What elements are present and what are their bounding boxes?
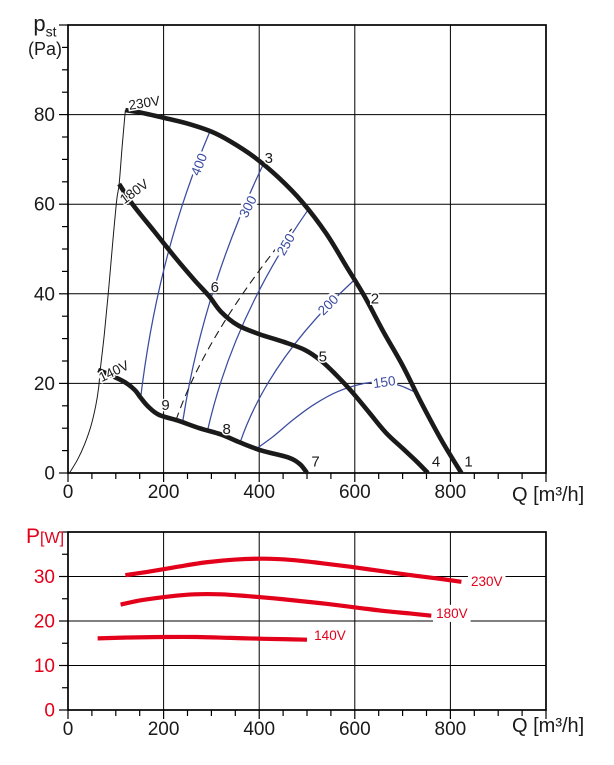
constant-value-line-400 bbox=[140, 132, 211, 398]
static-pressure-vs-flow-curve-140v bbox=[97, 367, 309, 475]
static-pressure-vs-flow-tick-label-y: 80 bbox=[34, 105, 55, 126]
power-vs-flow-tick-label-y: 10 bbox=[34, 656, 55, 677]
constant-value-label-150: 150 bbox=[372, 373, 396, 391]
operating-point-label-8: 8 bbox=[223, 421, 231, 438]
curve-label-230v: 230V bbox=[128, 93, 161, 113]
power-vs-flow-tick-label-x: 400 bbox=[243, 719, 275, 740]
power-vs-flow-series-label-180v: 180V bbox=[436, 606, 468, 621]
static-pressure-vs-flow-plot-border bbox=[67, 24, 547, 474]
power-vs-flow-tick-label-x: 200 bbox=[148, 719, 180, 740]
power-vs-flow-curve-180v bbox=[120, 591, 432, 618]
power-vs-flow-curve-140v bbox=[97, 634, 308, 642]
power-vs-flow-series-label-bg bbox=[467, 572, 506, 590]
static-pressure-vs-flow-curve-180v bbox=[117, 182, 430, 475]
operating-point-label-9: 9 bbox=[161, 397, 169, 414]
power-unit: [W] bbox=[40, 530, 65, 547]
pressure-axis-title: pst (Pa) bbox=[22, 11, 68, 59]
power-vs-flow-tick-label-x: 800 bbox=[435, 719, 467, 740]
operating-range-boundary-curve bbox=[69, 110, 126, 474]
operating-point-label-6: 6 bbox=[211, 279, 219, 296]
constant-value-label-300: 300 bbox=[236, 193, 260, 220]
power-vs-flow-tick-label-y: 20 bbox=[34, 612, 55, 633]
power-vs-flow-tick-label-x: 0 bbox=[63, 719, 74, 740]
constant-value-line-150 bbox=[255, 381, 416, 450]
constant-value-label-250: 250 bbox=[274, 231, 298, 258]
power-symbol: P bbox=[26, 525, 41, 548]
constant-value-label-400: 400 bbox=[188, 151, 210, 178]
static-pressure-vs-flow-tick-label-y: 20 bbox=[34, 374, 55, 395]
operating-point-label-2: 2 bbox=[371, 290, 379, 307]
static-pressure-vs-flow-tick-label-y: 0 bbox=[44, 464, 55, 485]
pressure-unit: (Pa) bbox=[27, 38, 62, 59]
flow-axis-title-top: Q [m³/h] bbox=[512, 484, 585, 506]
constant-value-line-250 bbox=[206, 208, 310, 431]
operating-point-label-4: 4 bbox=[432, 453, 440, 470]
constant-value-line-200 bbox=[239, 279, 355, 443]
power-vs-flow-tick-label-y: 30 bbox=[34, 567, 55, 588]
power-axis-title: P[W] bbox=[26, 526, 64, 547]
operating-point-label-1: 1 bbox=[464, 453, 472, 470]
curve-label-180v: 180V bbox=[117, 176, 151, 207]
pressure-symbol: p bbox=[33, 11, 46, 36]
operating-point-label-7: 7 bbox=[311, 453, 319, 470]
static-pressure-vs-flow-tick-label-x: 0 bbox=[63, 482, 74, 503]
static-pressure-vs-flow-tick-label-x: 800 bbox=[435, 482, 467, 503]
static-pressure-vs-flow-tick-label-x: 200 bbox=[148, 482, 180, 503]
pressure-symbol-subscript: st bbox=[45, 23, 57, 40]
power-vs-flow-series-label-140v: 140V bbox=[314, 628, 346, 643]
operating-point-label-3: 3 bbox=[265, 150, 273, 167]
static-pressure-vs-flow-tick-label-x: 600 bbox=[339, 482, 371, 503]
operating-point-label-5: 5 bbox=[319, 349, 327, 366]
power-vs-flow-series-label-230v: 230V bbox=[471, 574, 503, 589]
power-vs-flow-tick-label-y: 0 bbox=[44, 701, 55, 722]
power-vs-flow-curve-230v bbox=[125, 556, 462, 584]
power-vs-flow-series-label-bg bbox=[311, 627, 349, 645]
power-vs-flow-tick-label-x: 600 bbox=[339, 719, 371, 740]
flow-axis-title-bottom: Q [m³/h] bbox=[512, 715, 585, 737]
static-pressure-vs-flow-curve-230v bbox=[125, 107, 464, 475]
static-pressure-vs-flow-tick-label-y: 40 bbox=[34, 284, 55, 305]
static-pressure-vs-flow-tick-label-x: 400 bbox=[243, 482, 275, 503]
power-vs-flow-series-label-bg bbox=[433, 604, 471, 622]
constant-value-line-300 bbox=[182, 163, 265, 422]
static-pressure-vs-flow-tick-label-y: 60 bbox=[34, 195, 55, 216]
